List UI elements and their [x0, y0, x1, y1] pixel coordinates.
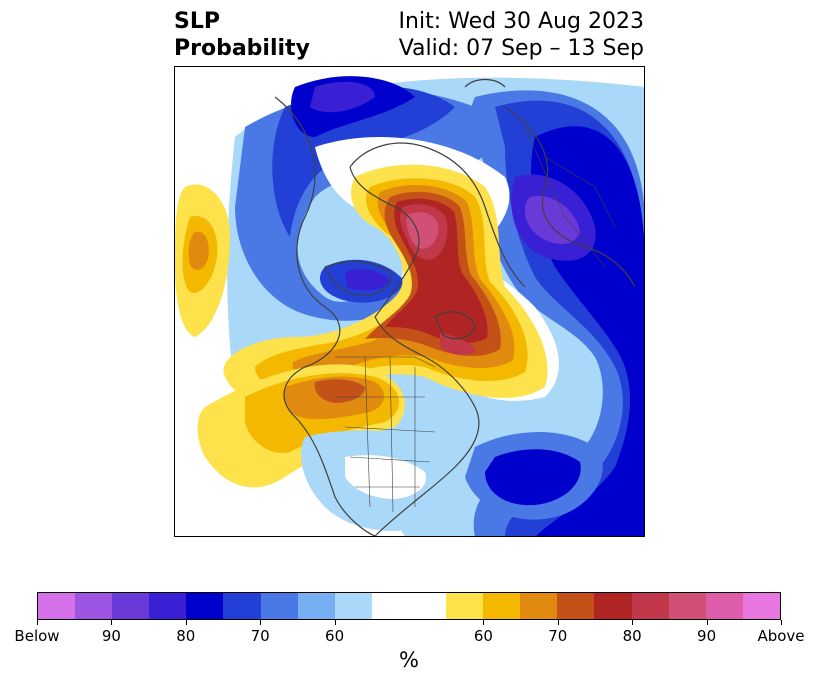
probability-shading — [175, 76, 644, 536]
colorbar-segment — [297, 593, 335, 619]
colorbar-segment — [260, 593, 298, 619]
map-subtitle: Init: Wed 30 Aug 2023 Valid: 07 Sep – 13… — [399, 8, 644, 62]
colorbar-tick-mark — [632, 620, 634, 625]
colorbar-tick-mark — [111, 620, 113, 625]
colorbar-tick-mark — [706, 620, 708, 625]
colorbar-segment — [742, 593, 780, 619]
colorbar-tick-label: Above — [757, 627, 805, 645]
borders — [335, 126, 616, 513]
colorbar-segment — [483, 593, 521, 619]
colorbar-segment — [631, 593, 669, 619]
colorbar-unit-label: % — [399, 648, 419, 672]
colorbar-segment — [186, 593, 224, 619]
colorbar-tick-mark — [37, 620, 38, 625]
colorbar — [37, 592, 781, 620]
valid-range: Valid: 07 Sep – 13 Sep — [398, 36, 644, 61]
colorbar-segment — [334, 593, 372, 619]
colorbar-segment — [446, 593, 484, 619]
colorbar-segment — [38, 593, 76, 619]
colorbar-tick-mark — [185, 620, 187, 625]
colorbar-tick-label: Below — [14, 627, 60, 645]
colorbar-tick-label: 60 — [473, 627, 493, 645]
colorbar-tick-label: 70 — [548, 627, 568, 645]
title-variable: SLP — [174, 9, 220, 34]
polar-map-panel — [174, 66, 645, 537]
colorbar-tick-label: 80 — [176, 627, 196, 645]
colorbar-segment — [112, 593, 150, 619]
colorbar-segment — [594, 593, 632, 619]
colorbar-tick-mark — [483, 620, 485, 625]
colorbar-tick-label: 80 — [622, 627, 642, 645]
init-date: Init: Wed 30 Aug 2023 — [398, 9, 644, 34]
colorbar-tick-mark — [334, 620, 336, 625]
colorbar-tick-label: 70 — [250, 627, 270, 645]
map-title: SLP Probability — [174, 8, 310, 62]
colorbar-segment — [557, 593, 595, 619]
colorbar-segment — [75, 593, 113, 619]
colorbar-tick-label: 90 — [101, 627, 121, 645]
colorbar-segment — [668, 593, 706, 619]
colorbar-tick-label: 60 — [325, 627, 345, 645]
title-type: Probability — [174, 36, 310, 61]
colorbar-segment — [705, 593, 743, 619]
colorbar-tick-mark — [781, 620, 782, 625]
colorbar-tick-mark — [260, 620, 262, 625]
colorbar-segment — [371, 593, 409, 619]
colorbar-tick-mark — [557, 620, 559, 625]
probability-map — [175, 67, 644, 536]
colorbar-tick-label: 90 — [697, 627, 717, 645]
colorbar-segment — [223, 593, 261, 619]
colorbar-segment — [408, 593, 447, 619]
colorbar-segment — [149, 593, 187, 619]
colorbar-segment — [520, 593, 558, 619]
coastlines — [274, 78, 636, 536]
